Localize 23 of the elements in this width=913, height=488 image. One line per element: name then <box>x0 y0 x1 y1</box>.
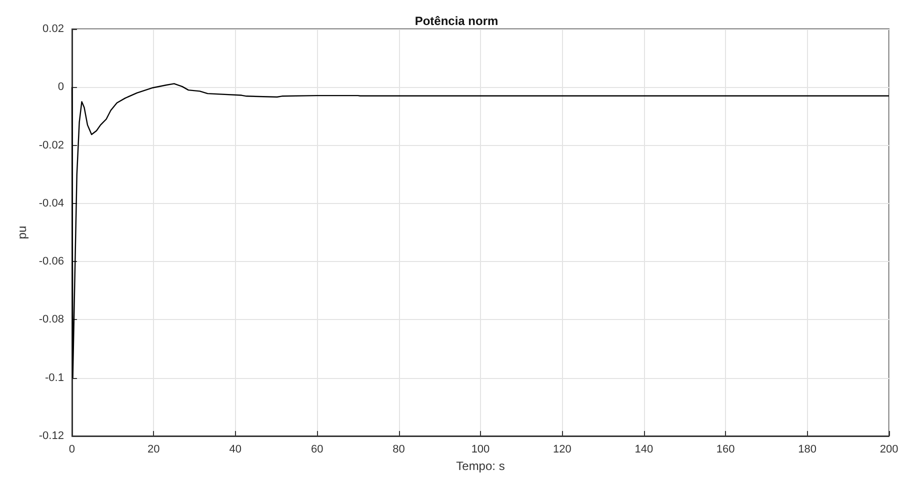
y-axis-title: pu <box>15 226 29 240</box>
x-tick-label: 40 <box>229 444 242 456</box>
y-tick-label: -0.04 <box>38 197 64 210</box>
y-tick-label: 0 <box>58 81 64 94</box>
y-tick-label: 0.02 <box>42 23 64 35</box>
x-tick-label: 140 <box>634 444 654 456</box>
x-tick-label: 200 <box>880 444 898 456</box>
x-tick-label: 100 <box>471 444 490 456</box>
x-axis-title: Tempo: s <box>456 458 505 473</box>
chart-title: Potência norm <box>414 14 498 28</box>
y-tick-label: -0.02 <box>38 139 64 152</box>
y-tick-label: -0.1 <box>45 372 64 384</box>
x-tick-label: 180 <box>798 444 816 456</box>
x-tick-label: 0 <box>68 444 76 456</box>
y-tick-label: -0.12 <box>38 430 64 442</box>
y-tick-label: -0.08 <box>38 314 64 326</box>
x-tick-label: 120 <box>553 444 572 456</box>
line-series <box>71 83 890 378</box>
y-tick-label: -0.06 <box>38 256 64 268</box>
x-tick-label: 60 <box>310 444 324 456</box>
x-tick-label: 160 <box>716 444 735 456</box>
x-tick-label: 20 <box>148 444 160 456</box>
x-tick-label: 80 <box>392 444 405 456</box>
